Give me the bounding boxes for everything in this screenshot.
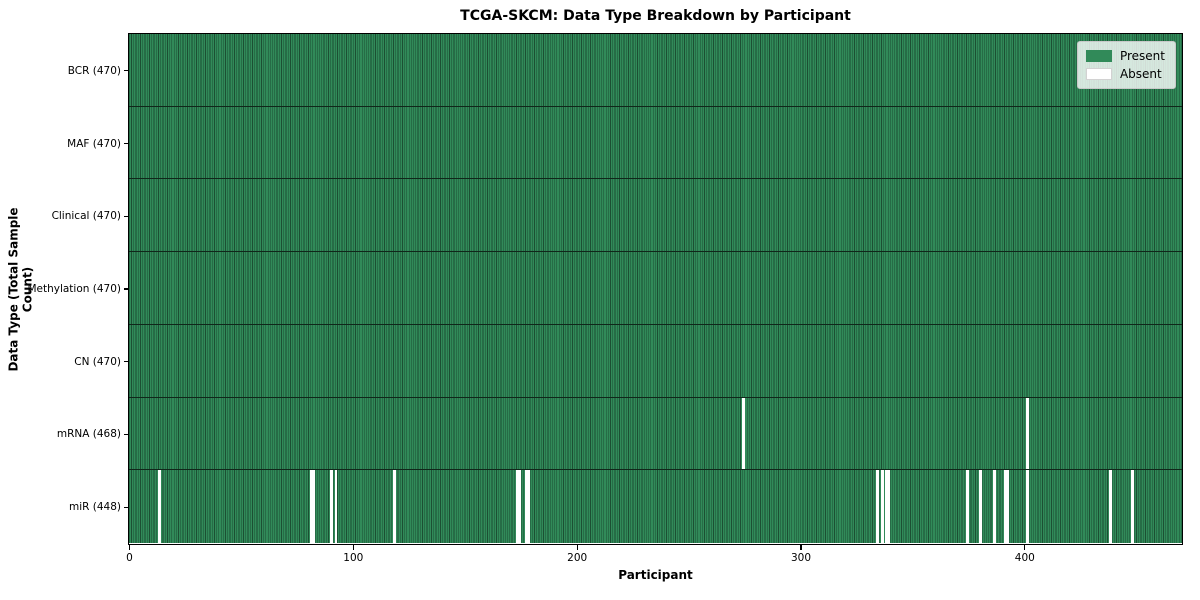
absent-bar	[1006, 470, 1009, 543]
x-tick-mark	[576, 545, 578, 550]
y-tick-label: mRNA (468)	[56, 428, 121, 441]
y-tick-mark	[123, 142, 128, 145]
legend-label-absent: Absent	[1119, 67, 1162, 81]
x-tick-mark	[128, 545, 131, 550]
legend-item-absent: Absent	[1085, 65, 1165, 83]
heatmap-row-CN	[129, 324, 1182, 398]
heatmap-row-BCR	[129, 34, 1182, 107]
absent-bar	[157, 470, 161, 543]
x-tick-mark	[352, 545, 354, 550]
x-tick-mark	[1024, 545, 1026, 550]
x-tick-label: 300	[790, 552, 812, 564]
absent-bar	[524, 470, 528, 543]
y-tick-label: Clinical (470)	[51, 210, 121, 223]
y-tick-label: BCR (470)	[67, 64, 121, 77]
absent-bar	[876, 470, 880, 543]
absent-bar	[334, 470, 338, 543]
absent-bar	[880, 470, 884, 543]
legend-swatch-absent-icon	[1085, 68, 1112, 80]
x-tick-label: 100	[343, 552, 364, 564]
x-tick-label: 0	[126, 552, 133, 564]
absent-bar	[1026, 397, 1030, 470]
legend-swatch-present-icon	[1085, 50, 1112, 62]
heatmap-row-Methylation	[129, 252, 1182, 325]
absent-bar	[1131, 470, 1135, 543]
chart-title: TCGA-SKCM: Data Type Breakdown by Partic…	[460, 8, 851, 24]
y-tick-label: Methylation (470)	[27, 283, 121, 295]
absent-bar	[515, 470, 519, 543]
legend-label-present: Present	[1119, 49, 1165, 63]
absent-bar	[1026, 470, 1030, 543]
heatmap-row-miR	[129, 470, 1182, 543]
y-tick-label: miR (448)	[68, 501, 121, 514]
y-tick-mark	[123, 361, 128, 363]
plot-area	[128, 33, 1183, 545]
absent-bar	[392, 470, 396, 543]
absent-bar	[518, 470, 521, 543]
legend-item-present: Present	[1085, 47, 1165, 65]
y-tick-label: CN (470)	[74, 355, 121, 368]
y-tick-mark	[123, 215, 128, 217]
heatmap-row-mRNA	[129, 397, 1182, 471]
x-tick-mark	[800, 545, 802, 550]
absent-bar	[312, 470, 316, 543]
absent-bar	[1109, 470, 1112, 543]
absent-bar	[965, 470, 969, 543]
absent-bar	[885, 470, 889, 543]
heatmap-row-Clinical	[129, 179, 1182, 253]
absent-bar	[330, 470, 333, 543]
heatmap-row-MAF	[129, 106, 1182, 180]
legend: Present Absent	[1076, 41, 1176, 89]
y-tick-mark	[123, 70, 128, 72]
x-tick-label: 200	[567, 552, 588, 564]
absent-bar	[741, 397, 745, 470]
y-tick-label: MAF (470)	[67, 137, 121, 150]
y-tick-mark	[123, 288, 128, 290]
absent-bar	[310, 470, 313, 543]
absent-bar	[527, 470, 530, 543]
absent-bar	[1003, 470, 1007, 543]
y-tick-mark	[123, 506, 128, 508]
absent-bar	[979, 470, 983, 543]
x-tick-label: 400	[1014, 552, 1035, 564]
absent-bar	[992, 470, 996, 543]
x-axis-label: Participant	[618, 568, 693, 582]
absent-bar	[887, 470, 891, 543]
y-tick-mark	[123, 433, 128, 436]
